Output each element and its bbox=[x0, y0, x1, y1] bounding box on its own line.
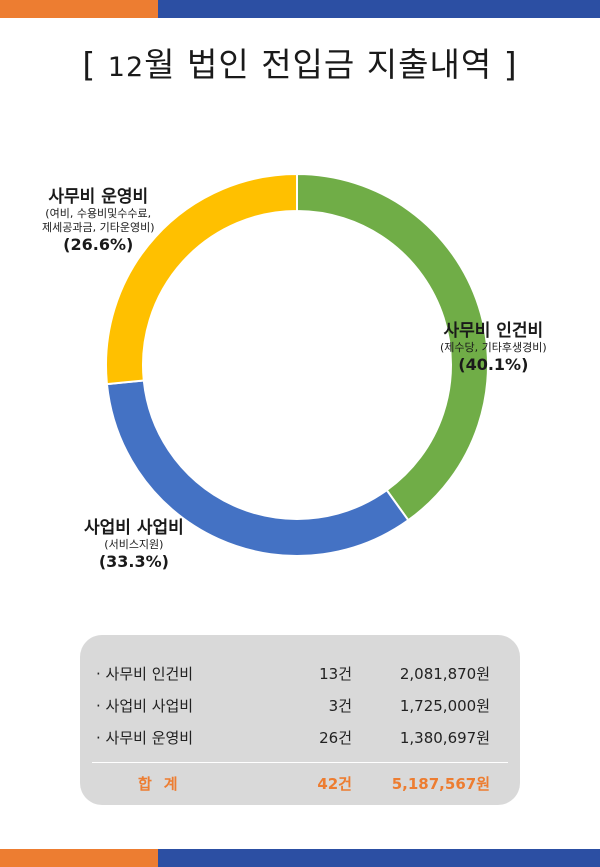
summary-panel: · 사무비 인건비 13건 2,081,870원 · 사업비 사업비 3건 1,… bbox=[80, 635, 520, 805]
title-bracket-open: [ bbox=[82, 45, 108, 84]
slice-label-personnel-percent: (40.1%) bbox=[458, 355, 529, 374]
slice-label-operations: 사무비 운영비 (여비, 수용비및수수료, 제세공과금, 기타운영비) (26.… bbox=[42, 182, 154, 254]
top-accent-bar bbox=[0, 0, 600, 18]
summary-row-count: 26건 bbox=[319, 729, 352, 747]
bottom-accent-bar bbox=[0, 849, 600, 867]
title-bracket-close: ] bbox=[492, 45, 518, 84]
slice-label-program-detail: (서비스지원) bbox=[104, 538, 164, 551]
slice-label-program: 사업비 사업비 (서비스지원) (33.3%) bbox=[84, 513, 184, 571]
slice-label-operations-detail-line-2: 제세공과금, 기타운영비) bbox=[42, 221, 155, 234]
slice-label-program-name: 사업비 사업비 bbox=[84, 518, 184, 538]
summary-row: · 사무비 인건비 13건 2,081,870원 bbox=[80, 663, 520, 689]
summary-row: · 사업비 사업비 3건 1,725,000원 bbox=[80, 695, 520, 721]
summary-total-row: 합계 42건 5,187,567원 bbox=[80, 773, 520, 799]
slice-label-personnel: 사무비 인건비 (제수당, 기타후생경비) (40.1%) bbox=[440, 316, 547, 374]
title-month: 12 bbox=[107, 52, 145, 83]
bottom-bar-orange-segment bbox=[0, 849, 158, 867]
summary-row-count: 3건 bbox=[328, 697, 352, 715]
slice-label-program-percent: (33.3%) bbox=[98, 552, 169, 571]
top-bar-orange-segment bbox=[0, 0, 158, 18]
slice-label-operations-detail-line-1: (여비, 수용비및수수료, bbox=[45, 207, 152, 220]
summary-total-count: 42건 bbox=[317, 775, 352, 793]
summary-row-category: · 사무비 운영비 bbox=[96, 729, 194, 747]
summary-total-label: 합계 bbox=[138, 775, 190, 793]
summary-row: · 사무비 운영비 26건 1,380,697원 bbox=[80, 727, 520, 753]
donut-slice-operations bbox=[105, 172, 298, 386]
slice-label-personnel-name: 사무비 인건비 bbox=[443, 321, 544, 341]
summary-row-amount: 1,380,697원 bbox=[399, 729, 490, 747]
top-bar-blue-segment bbox=[158, 0, 600, 18]
slice-label-operations-percent: (26.6%) bbox=[63, 235, 134, 254]
page-title: [ 12월 법인 전입금 지출내역 ] bbox=[0, 38, 600, 86]
slice-label-operations-name: 사무비 운영비 bbox=[48, 187, 149, 207]
donut-chart bbox=[105, 172, 489, 557]
summary-row-category: · 사업비 사업비 bbox=[96, 697, 194, 715]
summary-row-count: 13건 bbox=[319, 665, 352, 683]
summary-row-category: · 사무비 인건비 bbox=[96, 665, 194, 683]
summary-row-amount: 1,725,000원 bbox=[399, 697, 490, 715]
bottom-bar-blue-segment bbox=[158, 849, 600, 867]
summary-total-amount: 5,187,567원 bbox=[391, 775, 490, 793]
summary-divider bbox=[92, 762, 508, 763]
title-text: 월 법인 전입금 지출내역 bbox=[144, 45, 493, 84]
summary-row-amount: 2,081,870원 bbox=[399, 665, 490, 683]
slice-label-personnel-detail: (제수당, 기타후생경비) bbox=[440, 341, 547, 354]
